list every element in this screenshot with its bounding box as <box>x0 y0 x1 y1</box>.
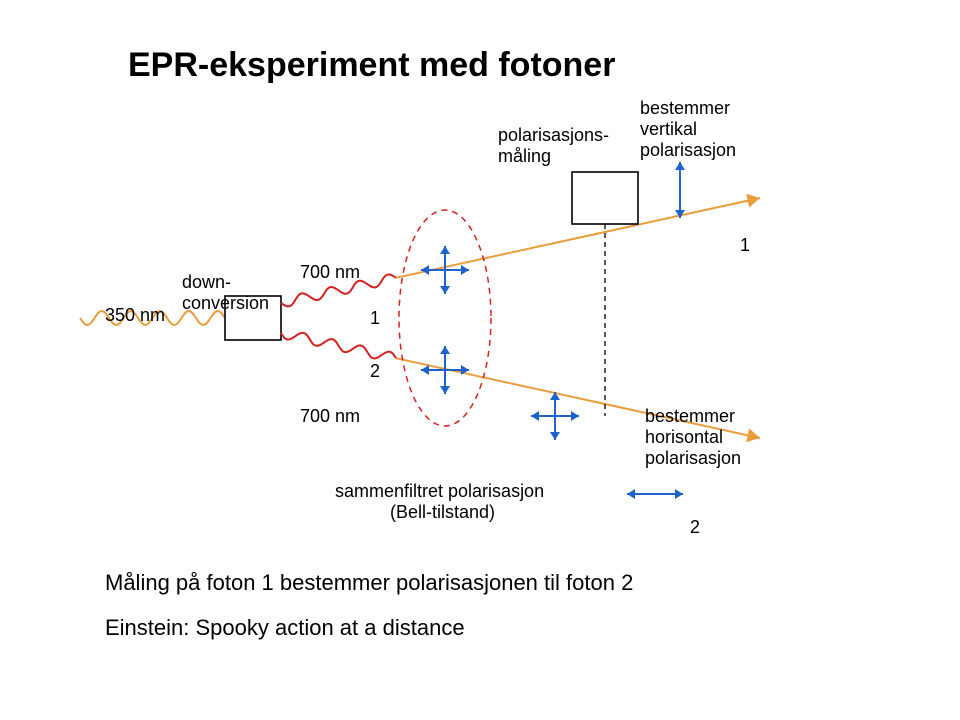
label-vert-2: vertikal <box>640 119 697 140</box>
label-bell-2: (Bell-tilstand) <box>390 502 495 523</box>
label-down-1: down- <box>182 272 231 293</box>
label-num2b: 2 <box>690 517 700 538</box>
label-num2a: 2 <box>370 361 380 382</box>
label-pol-measure-2: måling <box>498 146 551 167</box>
epr-diagram-svg <box>0 0 960 720</box>
label-700nm-a: 700 nm <box>300 262 360 283</box>
label-350nm: 350 nm <box>105 305 165 326</box>
label-horiz-2: horisontal <box>645 427 723 448</box>
label-num1a: 1 <box>370 308 380 329</box>
label-num1b: 1 <box>740 235 750 256</box>
label-pol-measure-1: polarisasjons- <box>498 125 609 146</box>
label-vert-1: bestemmer <box>640 98 730 119</box>
caption-1: Måling på foton 1 bestemmer polarisasjon… <box>105 570 633 596</box>
label-bell-1: sammenfiltret polarisasjon <box>335 481 544 502</box>
label-horiz-1: bestemmer <box>645 406 735 427</box>
label-vert-3: polarisasjon <box>640 140 736 161</box>
label-down-2: conversion <box>182 293 269 314</box>
caption-2: Einstein: Spooky action at a distance <box>105 615 465 641</box>
page-title: EPR-eksperiment med fotoner <box>128 46 615 85</box>
label-700nm-b: 700 nm <box>300 406 360 427</box>
label-horiz-3: polarisasjon <box>645 448 741 469</box>
